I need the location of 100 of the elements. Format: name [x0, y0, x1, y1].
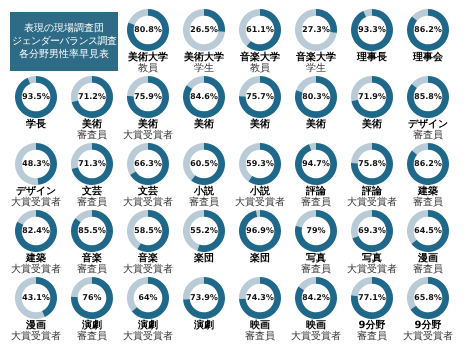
text: 審査員: [77, 130, 107, 141]
data-label: 80.8%: [134, 25, 162, 34]
text: 学生: [306, 63, 326, 74]
text: 演劇: [138, 320, 158, 331]
text: 大賞受賞者: [347, 264, 397, 275]
text: 大賞受賞者: [11, 264, 61, 275]
data-label: 26.5%: [190, 25, 218, 34]
text: 写真: [306, 253, 326, 264]
data-label: 84.2%: [302, 293, 330, 302]
text: 音楽大学: [296, 52, 336, 63]
data-label: 58.5%: [134, 226, 162, 236]
text: 審査員: [357, 331, 387, 342]
data-label: 71.3%: [78, 159, 106, 168]
text: 9分野: [358, 320, 386, 331]
text: 評論: [362, 186, 382, 197]
data-label: 80.3%: [302, 92, 330, 102]
text: 審査員: [301, 197, 331, 208]
text: 9分野: [414, 320, 442, 331]
text: 大賞受賞者: [11, 331, 61, 342]
data-label: 85.5%: [78, 226, 106, 236]
data-label: 74.3%: [246, 293, 274, 302]
text: デザイン: [408, 119, 448, 130]
text: 建築: [418, 186, 438, 197]
text: 大賞受賞者: [347, 197, 397, 208]
text: 漫画: [418, 253, 438, 264]
text: 審査員: [413, 197, 443, 208]
text: 美術: [362, 119, 382, 130]
text: 小説: [250, 186, 270, 197]
text: 映画: [306, 320, 326, 331]
text: 審査員: [413, 264, 443, 275]
text: 表現の現場調査団: [24, 22, 104, 35]
text: 審査員: [301, 264, 331, 275]
text: 大賞受賞者: [123, 264, 173, 275]
data-label: 96.9%: [246, 226, 274, 236]
text: 審査員: [245, 331, 275, 342]
data-label: 84.6%: [190, 92, 218, 102]
text: 審査員: [77, 331, 107, 342]
text: 学生: [194, 63, 214, 74]
text: 映画: [250, 320, 270, 331]
text: 美術: [194, 119, 214, 130]
text: 美術: [250, 119, 270, 130]
text: 理事長: [357, 52, 387, 63]
data-label: 79%: [306, 226, 326, 236]
data-label: 61.1%: [246, 25, 274, 34]
text: 大賞受賞者: [123, 331, 173, 342]
text: 評論: [306, 186, 326, 197]
data-label: 73.9%: [190, 293, 218, 302]
text: 大賞受賞者: [403, 331, 453, 342]
data-label: 48.3%: [22, 159, 50, 168]
data-label: 64%: [138, 293, 158, 302]
text: 審査員: [413, 130, 443, 141]
data-label: 77.1%: [358, 293, 386, 302]
text: 美術大学: [184, 52, 224, 63]
text: 審査員: [77, 264, 107, 275]
data-label: 82.4%: [22, 226, 50, 236]
text: 文芸: [138, 186, 158, 197]
text: 音楽大学: [240, 52, 280, 63]
data-label: 94.7%: [302, 159, 330, 168]
text: 音楽: [82, 253, 102, 264]
data-label: 75.7%: [246, 92, 274, 102]
text: 審査員: [189, 197, 219, 208]
text: 演劇: [82, 320, 102, 331]
text: 美術: [306, 119, 326, 130]
data-label: 85.8%: [414, 92, 442, 102]
text: 演劇: [194, 320, 214, 331]
data-label: 27.3%: [302, 25, 330, 34]
text: 漫画: [26, 320, 46, 331]
text: 各分野男性率早見表: [19, 48, 109, 61]
text: 美術大学: [128, 52, 168, 63]
text: 大賞受賞者: [123, 197, 173, 208]
data-label: 60.5%: [190, 159, 218, 168]
text: 小説: [194, 186, 214, 197]
text: 文芸: [82, 186, 102, 197]
text: 大賞受賞者: [11, 197, 61, 208]
text: 楽団: [250, 253, 270, 264]
text: 大賞受賞者: [123, 130, 173, 141]
text: 理事会: [413, 52, 443, 63]
data-label: 86.2%: [414, 25, 442, 34]
text: 大賞受賞者: [291, 331, 341, 342]
text: 楽団: [194, 253, 214, 264]
text: 大賞受賞者: [235, 197, 285, 208]
text: 建築: [26, 253, 46, 264]
data-label: 93.3%: [358, 25, 386, 34]
text: 音楽: [138, 253, 158, 264]
text: 学長: [26, 119, 46, 130]
text: 美術: [82, 119, 102, 130]
data-label: 64.5%: [414, 226, 442, 236]
text: 審査員: [77, 197, 107, 208]
text: 教員: [138, 63, 158, 74]
text: デザイン: [16, 186, 56, 197]
data-label: 55.2%: [190, 226, 218, 236]
data-label: 86.2%: [414, 159, 442, 168]
data-label: 75.9%: [134, 92, 162, 102]
data-label: 75.8%: [358, 159, 386, 168]
data-label: 76%: [82, 293, 102, 302]
data-label: 66.3%: [134, 159, 162, 168]
data-label: 65.8%: [414, 293, 442, 302]
text: 美術: [138, 119, 158, 130]
data-label: 93.5%: [22, 92, 50, 102]
data-label: 69.3%: [358, 226, 386, 236]
